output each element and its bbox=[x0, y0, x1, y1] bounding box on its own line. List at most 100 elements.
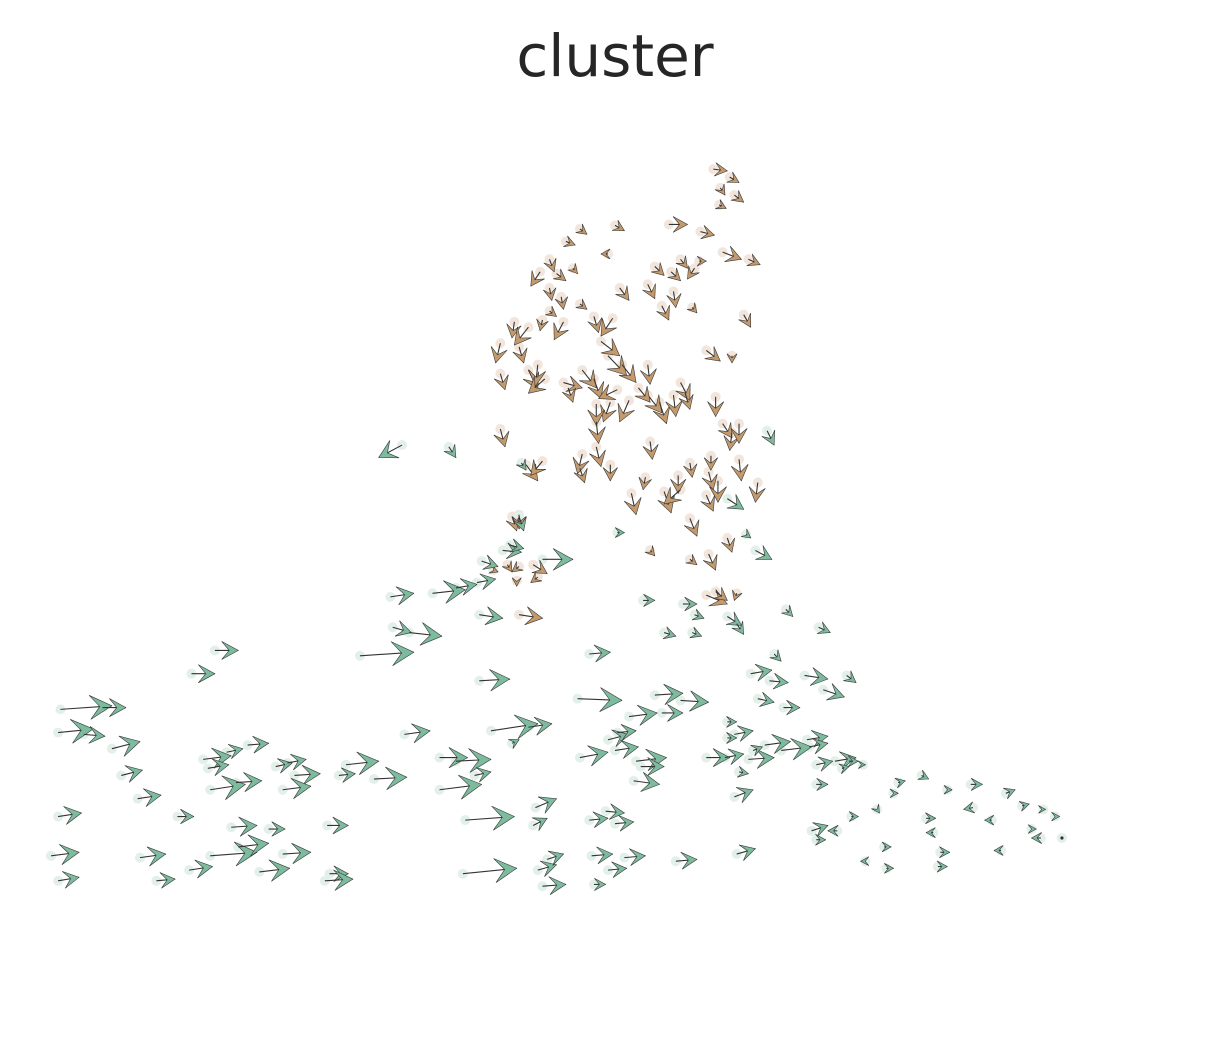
velocity-arrow bbox=[724, 748, 745, 765]
velocity-arrow bbox=[726, 171, 740, 183]
velocity-arrow bbox=[409, 622, 443, 646]
velocity-arrow bbox=[639, 364, 657, 385]
velocity-arrow bbox=[687, 265, 700, 280]
velocity-arrow bbox=[600, 317, 617, 337]
velocity-arrow bbox=[516, 458, 527, 471]
velocity-arrow bbox=[703, 455, 719, 471]
velocity-arrow bbox=[177, 808, 195, 825]
velocity-arrow bbox=[392, 620, 412, 637]
velocity-arrow bbox=[111, 735, 141, 757]
velocity-arrow bbox=[191, 664, 216, 684]
velocity-arrow bbox=[476, 573, 497, 590]
velocity-arrow bbox=[700, 225, 716, 240]
velocity-arrow bbox=[589, 811, 609, 828]
velocity-arrow bbox=[683, 518, 700, 537]
velocity-arrow bbox=[737, 765, 750, 778]
velocity-arrow bbox=[769, 649, 782, 662]
velocity-arrow bbox=[750, 663, 773, 682]
velocity-arrow bbox=[714, 183, 726, 196]
velocity-arrow bbox=[633, 772, 661, 792]
velocity-arrow bbox=[748, 482, 766, 503]
velocity-arrow bbox=[602, 464, 618, 482]
velocity-arrow bbox=[667, 267, 681, 282]
velocity-arrow bbox=[709, 480, 727, 503]
velocity-arrow bbox=[634, 386, 651, 403]
velocity-arrow bbox=[734, 725, 754, 742]
velocity-arrow bbox=[654, 683, 684, 705]
velocity-arrow bbox=[50, 844, 80, 866]
velocity-arrow bbox=[543, 287, 557, 302]
velocity-arrow bbox=[640, 757, 665, 776]
velocity-arrow bbox=[623, 493, 642, 516]
velocity-arrow bbox=[871, 803, 880, 814]
velocity-arrow bbox=[338, 767, 356, 783]
velocity-arrow bbox=[769, 673, 789, 690]
velocity-arrow bbox=[479, 669, 511, 692]
velocity-arrow bbox=[644, 394, 663, 414]
velocity-arrow bbox=[282, 778, 312, 800]
velocity-arrow bbox=[652, 402, 671, 425]
velocity-arrow bbox=[432, 580, 466, 604]
velocity-arrow bbox=[683, 462, 698, 478]
velocity-arrow bbox=[860, 856, 870, 866]
velocity-arrow bbox=[764, 734, 792, 754]
cell-dots-layer bbox=[46, 164, 1067, 892]
velocity-arrow bbox=[455, 748, 492, 773]
velocity-arrow bbox=[543, 258, 557, 273]
velocity-arrow bbox=[726, 353, 738, 364]
velocity-arrow bbox=[726, 494, 745, 510]
velocity-arrow bbox=[678, 393, 694, 410]
velocity-arrow bbox=[501, 560, 513, 573]
velocity-arrow bbox=[226, 744, 244, 760]
velocity-arrow bbox=[691, 608, 705, 621]
velocity-arrow bbox=[553, 321, 569, 341]
velocity-arrow bbox=[644, 545, 656, 557]
velocity-arrow bbox=[984, 814, 995, 826]
velocity-arrow bbox=[513, 326, 532, 346]
velocity-arrow bbox=[579, 369, 597, 389]
velocity-arrow bbox=[102, 698, 127, 717]
velocity-arrow bbox=[936, 860, 948, 873]
velocity-arrow bbox=[589, 446, 606, 468]
velocity-arrow bbox=[572, 453, 590, 475]
velocity-arrow bbox=[993, 845, 1004, 856]
velocity-arrow bbox=[614, 527, 626, 538]
velocity-arrow bbox=[843, 670, 857, 684]
velocity-arrow bbox=[642, 441, 659, 460]
velocity-arrow bbox=[207, 758, 230, 777]
velocity-arrow bbox=[282, 842, 312, 864]
velocity-arrow bbox=[1018, 801, 1030, 812]
velocity-arrow bbox=[732, 589, 743, 601]
velocity-arrow bbox=[761, 429, 776, 446]
velocity-arrow bbox=[675, 255, 688, 269]
velocity-arrow bbox=[815, 833, 827, 846]
velocity-arrow bbox=[1051, 811, 1061, 822]
velocity-arrow bbox=[532, 817, 548, 831]
velocity-arrow bbox=[889, 788, 899, 799]
velocity-arrow bbox=[439, 774, 483, 800]
velocity-arrow bbox=[607, 861, 628, 878]
velocity-arrow bbox=[939, 846, 951, 859]
velocity-arrow bbox=[665, 394, 683, 418]
velocity-arrow bbox=[651, 262, 665, 276]
velocity-arrow bbox=[881, 841, 892, 853]
velocity-arrow bbox=[722, 246, 742, 262]
velocity-arrow bbox=[689, 626, 703, 639]
velocity-arrow bbox=[553, 268, 567, 282]
velocity-arrow bbox=[508, 739, 520, 749]
velocity-arrow bbox=[327, 816, 349, 835]
velocity-arrow bbox=[527, 376, 547, 394]
velocity-arrow bbox=[718, 422, 733, 439]
velocity-arrow bbox=[509, 538, 525, 553]
velocity-arrow bbox=[884, 863, 895, 874]
velocity-arrow bbox=[259, 859, 291, 882]
velocity-arrow bbox=[189, 859, 214, 879]
velocity-arrow bbox=[725, 611, 742, 626]
velocity-arrow bbox=[736, 844, 756, 861]
velocity-arrow bbox=[1003, 787, 1016, 800]
velocity-arrow bbox=[666, 291, 682, 309]
velocity-arrow bbox=[345, 751, 380, 776]
velocity-arrow bbox=[589, 644, 611, 663]
velocity-arrow bbox=[670, 475, 687, 494]
velocity-arrow bbox=[816, 777, 829, 791]
